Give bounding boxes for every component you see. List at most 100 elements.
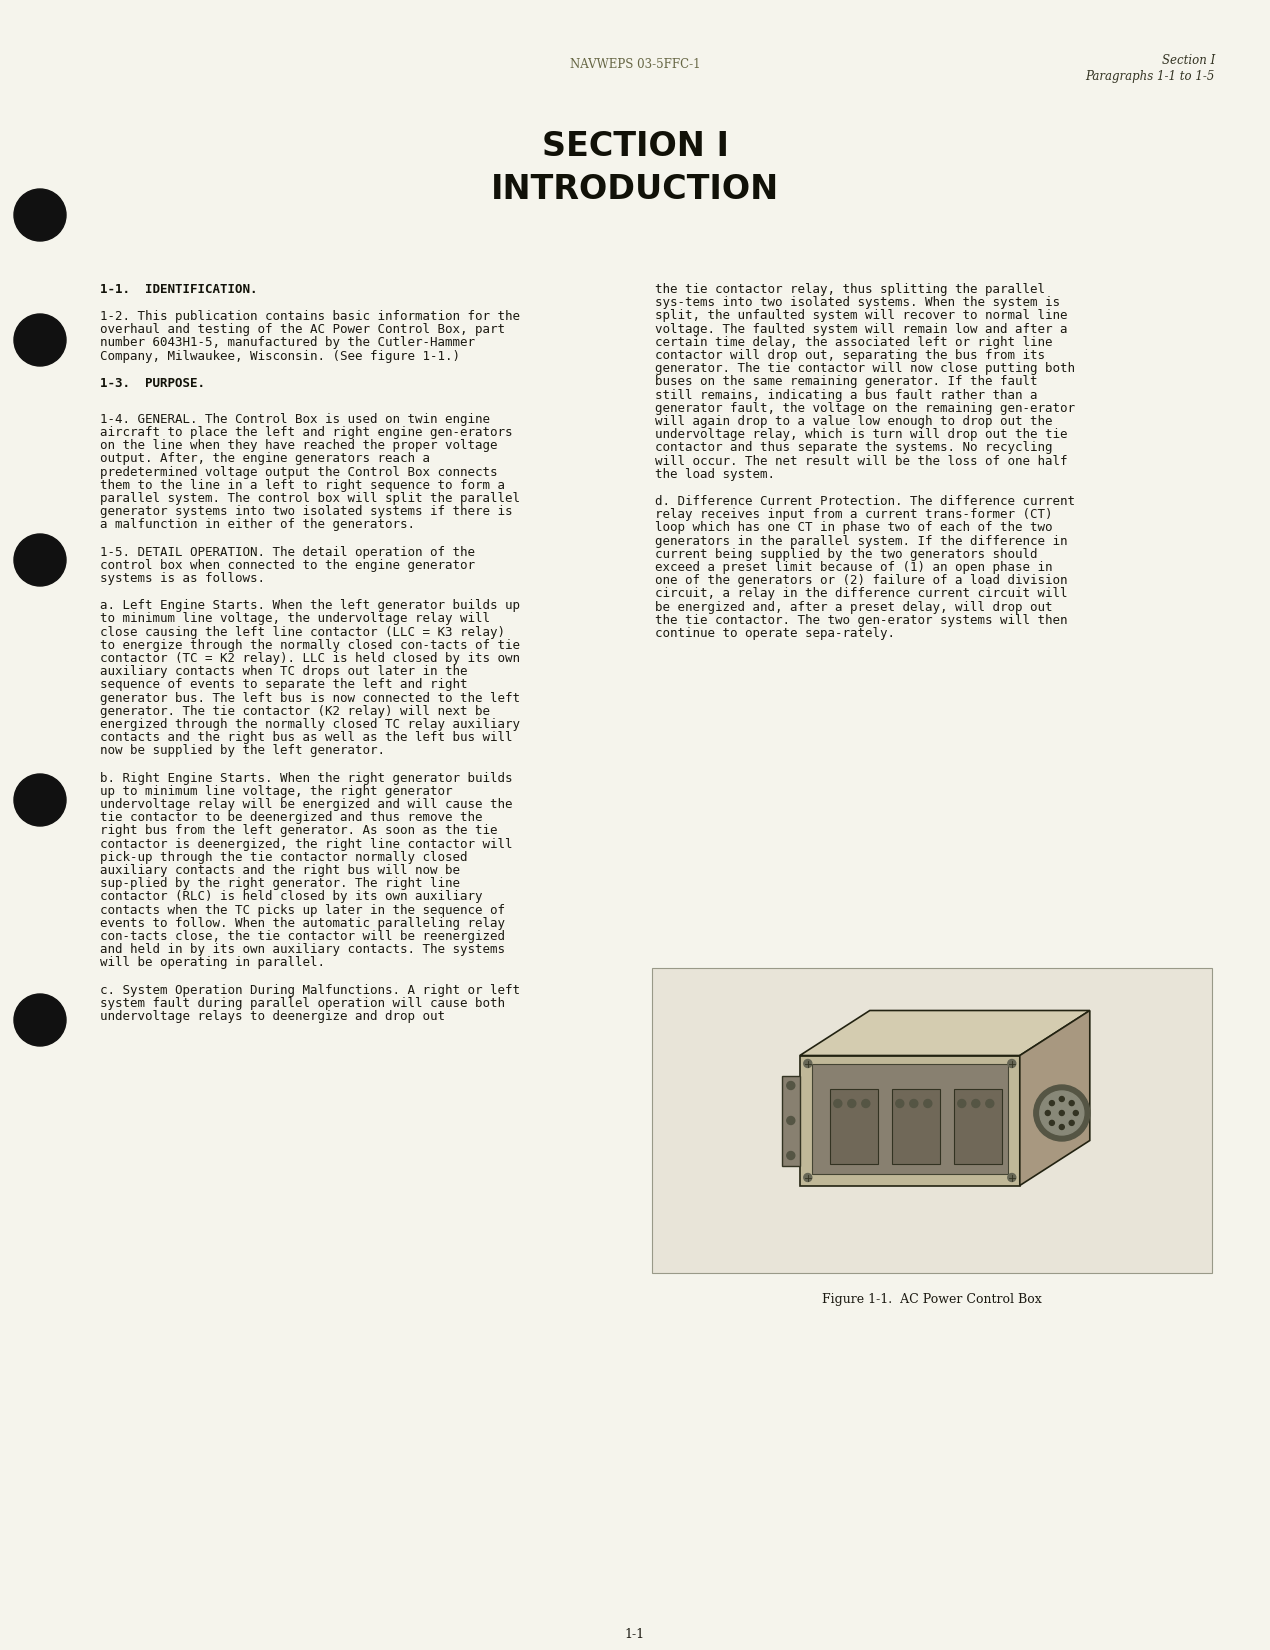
Text: auxiliary contacts when TC drops out later in the: auxiliary contacts when TC drops out lat…	[100, 665, 467, 678]
Circle shape	[1049, 1120, 1054, 1125]
Text: them to the line in a left to right sequence to form a: them to the line in a left to right sequ…	[100, 478, 505, 492]
Text: sys-tems into two isolated systems. When the system is: sys-tems into two isolated systems. When…	[655, 297, 1060, 309]
Text: auxiliary contacts and the right bus will now be: auxiliary contacts and the right bus wil…	[100, 865, 460, 878]
Circle shape	[14, 993, 66, 1046]
Text: predetermined voltage output the Control Box connects: predetermined voltage output the Control…	[100, 465, 498, 478]
Circle shape	[1049, 1101, 1054, 1106]
Text: generator fault, the voltage on the remaining gen-erator: generator fault, the voltage on the rema…	[655, 403, 1074, 414]
Polygon shape	[812, 1064, 1008, 1173]
Text: the load system.: the load system.	[655, 469, 775, 480]
Text: a. Left Engine Starts. When the left generator builds up: a. Left Engine Starts. When the left gen…	[100, 599, 519, 612]
Text: to minimum line voltage, the undervoltage relay will: to minimum line voltage, the undervoltag…	[100, 612, 490, 625]
Text: contactor and thus separate the systems. No recycling: contactor and thus separate the systems.…	[655, 442, 1053, 454]
Circle shape	[1073, 1110, 1078, 1115]
Text: generators in the parallel system. If the difference in: generators in the parallel system. If th…	[655, 535, 1068, 548]
Circle shape	[909, 1099, 918, 1107]
Text: con-tacts close, the tie contactor will be reenergized: con-tacts close, the tie contactor will …	[100, 931, 505, 944]
Text: tie contactor to be deenergized and thus remove the: tie contactor to be deenergized and thus…	[100, 812, 483, 825]
Text: 1-1: 1-1	[625, 1629, 645, 1642]
Text: overhaul and testing of the AC Power Control Box, part: overhaul and testing of the AC Power Con…	[100, 323, 505, 337]
Circle shape	[958, 1099, 965, 1107]
Text: generator systems into two isolated systems if there is: generator systems into two isolated syst…	[100, 505, 513, 518]
Text: voltage. The faulted system will remain low and after a: voltage. The faulted system will remain …	[655, 323, 1068, 335]
Text: circuit, a relay in the difference current circuit will: circuit, a relay in the difference curre…	[655, 587, 1068, 601]
Circle shape	[804, 1173, 812, 1181]
Circle shape	[1008, 1173, 1016, 1181]
Text: Company, Milwaukee, Wisconsin. (See figure 1-1.): Company, Milwaukee, Wisconsin. (See figu…	[100, 350, 460, 363]
Text: control box when connected to the engine generator: control box when connected to the engine…	[100, 559, 475, 573]
Text: will again drop to a value low enough to drop out the: will again drop to a value low enough to…	[655, 416, 1053, 427]
Circle shape	[895, 1099, 904, 1107]
Circle shape	[834, 1099, 842, 1107]
Circle shape	[862, 1099, 870, 1107]
Bar	[954, 1089, 1002, 1163]
Text: Figure 1-1.  AC Power Control Box: Figure 1-1. AC Power Control Box	[822, 1294, 1041, 1307]
Circle shape	[1008, 1059, 1016, 1068]
Polygon shape	[1020, 1010, 1090, 1185]
Circle shape	[1040, 1091, 1083, 1135]
Text: contactor is deenergized, the right line contactor will: contactor is deenergized, the right line…	[100, 838, 513, 851]
Circle shape	[1045, 1110, 1050, 1115]
Text: system fault during parallel operation will cause both: system fault during parallel operation w…	[100, 997, 505, 1010]
Polygon shape	[782, 1076, 800, 1165]
Text: split, the unfaulted system will recover to normal line: split, the unfaulted system will recover…	[655, 310, 1068, 322]
Text: a malfunction in either of the generators.: a malfunction in either of the generator…	[100, 518, 415, 531]
Text: undervoltage relay, which is turn will drop out the tie: undervoltage relay, which is turn will d…	[655, 429, 1068, 441]
Text: NAVWEPS 03-5FFC-1: NAVWEPS 03-5FFC-1	[570, 58, 700, 71]
Text: be energized and, after a preset delay, will drop out: be energized and, after a preset delay, …	[655, 601, 1053, 614]
Text: sequence of events to separate the left and right: sequence of events to separate the left …	[100, 678, 467, 691]
Circle shape	[14, 314, 66, 366]
Circle shape	[1069, 1120, 1074, 1125]
Text: contactor (RLC) is held closed by its own auxiliary: contactor (RLC) is held closed by its ow…	[100, 891, 483, 904]
Text: still remains, indicating a bus fault rather than a: still remains, indicating a bus fault ra…	[655, 389, 1038, 401]
Text: contactor will drop out, separating the bus from its: contactor will drop out, separating the …	[655, 350, 1045, 361]
Text: aircraft to place the left and right engine gen-erators: aircraft to place the left and right eng…	[100, 426, 513, 439]
Text: 1-5. DETAIL OPERATION. The detail operation of the: 1-5. DETAIL OPERATION. The detail operat…	[100, 546, 475, 559]
Circle shape	[787, 1152, 795, 1160]
Polygon shape	[800, 1056, 1020, 1185]
Bar	[652, 969, 1212, 1274]
Text: exceed a preset limit because of (1) an open phase in: exceed a preset limit because of (1) an …	[655, 561, 1053, 574]
Text: 1-2. This publication contains basic information for the: 1-2. This publication contains basic inf…	[100, 310, 519, 323]
Text: events to follow. When the automatic paralleling relay: events to follow. When the automatic par…	[100, 917, 505, 931]
Text: close causing the left line contactor (LLC = K3 relay): close causing the left line contactor (L…	[100, 625, 505, 639]
Text: will occur. The net result will be the loss of one half: will occur. The net result will be the l…	[655, 455, 1068, 467]
Text: the tie contactor. The two gen-erator systems will then: the tie contactor. The two gen-erator sy…	[655, 614, 1068, 627]
Text: c. System Operation During Malfunctions. A right or left: c. System Operation During Malfunctions.…	[100, 983, 519, 997]
Text: contacts when the TC picks up later in the sequence of: contacts when the TC picks up later in t…	[100, 904, 505, 917]
Circle shape	[1059, 1097, 1064, 1102]
Text: generator bus. The left bus is now connected to the left: generator bus. The left bus is now conne…	[100, 691, 519, 705]
Text: 1-1.  IDENTIFICATION.: 1-1. IDENTIFICATION.	[100, 284, 258, 295]
Text: continue to operate sepa-rately.: continue to operate sepa-rately.	[655, 627, 895, 640]
Circle shape	[1059, 1125, 1064, 1130]
Text: generator. The tie contactor (K2 relay) will next be: generator. The tie contactor (K2 relay) …	[100, 705, 490, 718]
Circle shape	[1069, 1101, 1074, 1106]
Text: d. Difference Current Protection. The difference current: d. Difference Current Protection. The di…	[655, 495, 1074, 508]
Text: undervoltage relays to deenergize and drop out: undervoltage relays to deenergize and dr…	[100, 1010, 444, 1023]
Circle shape	[14, 190, 66, 241]
Text: loop which has one CT in phase two of each of the two: loop which has one CT in phase two of ea…	[655, 521, 1053, 535]
Text: INTRODUCTION: INTRODUCTION	[491, 173, 779, 206]
Circle shape	[986, 1099, 994, 1107]
Text: 1-4. GENERAL. The Control Box is used on twin engine: 1-4. GENERAL. The Control Box is used on…	[100, 412, 490, 426]
Text: up to minimum line voltage, the right generator: up to minimum line voltage, the right ge…	[100, 785, 452, 799]
Text: contactor (TC = K2 relay). LLC is held closed by its own: contactor (TC = K2 relay). LLC is held c…	[100, 652, 519, 665]
Text: output. After, the engine generators reach a: output. After, the engine generators rea…	[100, 452, 431, 465]
Text: Section I: Section I	[1162, 54, 1215, 68]
Circle shape	[848, 1099, 856, 1107]
Text: b. Right Engine Starts. When the right generator builds: b. Right Engine Starts. When the right g…	[100, 772, 513, 785]
Text: contacts and the right bus as well as the left bus will: contacts and the right bus as well as th…	[100, 731, 513, 744]
Text: generator. The tie contactor will now close putting both: generator. The tie contactor will now cl…	[655, 363, 1074, 375]
Text: 1-3.  PURPOSE.: 1-3. PURPOSE.	[100, 376, 204, 389]
Circle shape	[14, 774, 66, 827]
Text: the tie contactor relay, thus splitting the parallel: the tie contactor relay, thus splitting …	[655, 284, 1045, 295]
Text: systems is as follows.: systems is as follows.	[100, 573, 265, 586]
Circle shape	[804, 1059, 812, 1068]
Circle shape	[923, 1099, 932, 1107]
Text: and held in by its own auxiliary contacts. The systems: and held in by its own auxiliary contact…	[100, 944, 505, 957]
Polygon shape	[800, 1010, 1090, 1056]
Text: will be operating in parallel.: will be operating in parallel.	[100, 957, 325, 970]
Text: number 6043H1-5, manufactured by the Cutler-Hammer: number 6043H1-5, manufactured by the Cut…	[100, 337, 475, 350]
Text: relay receives input from a current trans-former (CT): relay receives input from a current tran…	[655, 508, 1053, 521]
Text: pick-up through the tie contactor normally closed: pick-up through the tie contactor normal…	[100, 851, 467, 865]
